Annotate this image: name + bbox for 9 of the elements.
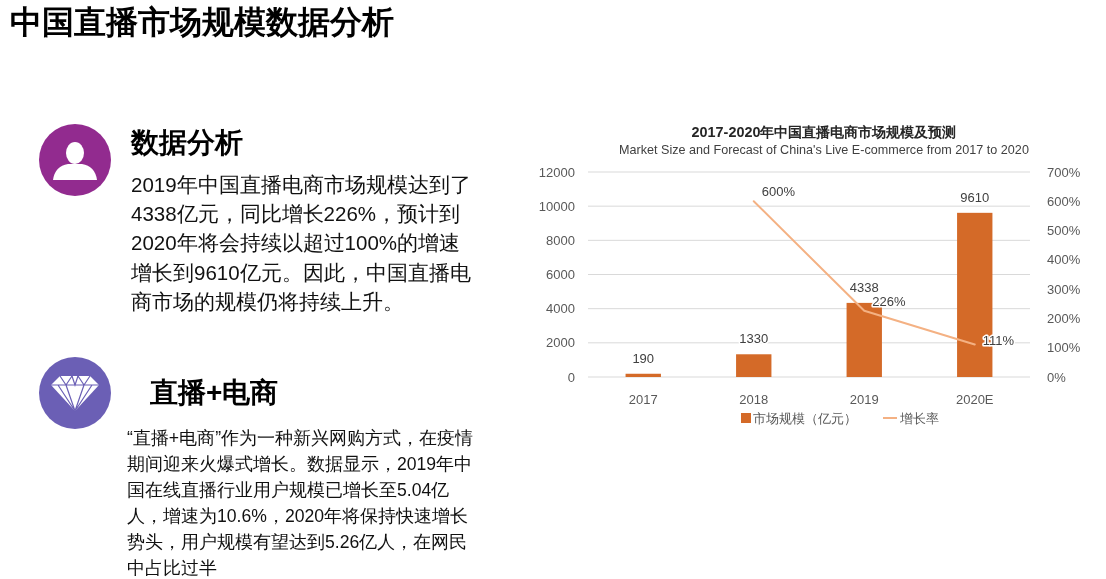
text: 直播+电商 [150,376,279,410]
text: 数据分析 [131,126,243,160]
legend-label: 市场规模（亿元） [753,410,857,426]
text: 2019年中国直播电商市场规模达到了4338亿元，同比增长226%，预计到2020年将会持续以超过100%的增速增长到9610亿元。因此，中国直播电商市场的规模仍将持续上升。 [131,172,472,315]
text: 中国直播市场规模数据分析 [10,3,394,42]
title: 2017-2020年中国直播电商市场规模及预测 [691,124,957,140]
legend-label: 增长率 [900,410,939,426]
subtitle: Market Size and Forecast of China's Live E-commerce from 2017 to 2020 [619,143,1029,157]
text: “直播+电商”作为一种新兴网购方式，在疫情期间迎来火爆式增长。数据显示，2019年中国在线直播行业用户规模已增长至5.04亿人，增速为10.6%，2020年将保持快速增长势头，用户规模有望达到5.26亿人，在网民中占比过半 [127,427,474,579]
